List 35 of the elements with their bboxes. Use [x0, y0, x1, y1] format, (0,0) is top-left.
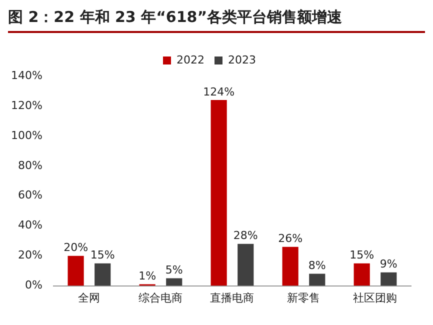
chart-title: 图 2：22 年和 23 年“618”各类平台销售额增速 — [8, 8, 425, 33]
x-tick-label: 社区团购 — [353, 291, 398, 304]
legend-label: 2023 — [228, 53, 256, 66]
bar — [282, 246, 298, 286]
x-tick-label: 直播电商 — [210, 291, 254, 304]
data-label: 20% — [64, 241, 88, 254]
data-label: 1% — [138, 270, 156, 283]
bar — [166, 278, 182, 286]
data-label: 28% — [233, 229, 258, 242]
x-tick-label: 新零售 — [287, 291, 320, 304]
x-tick-label: 全网 — [78, 291, 100, 304]
bar — [210, 100, 227, 286]
y-tick-label: 20% — [18, 248, 42, 262]
y-tick-label: 80% — [18, 158, 42, 172]
y-tick-label: 100% — [10, 128, 42, 142]
y-tick-label: 120% — [10, 98, 42, 112]
data-label: 15% — [90, 248, 115, 262]
data-label: 9% — [380, 258, 398, 271]
bar — [94, 263, 111, 286]
bar — [380, 272, 397, 286]
data-label: 15% — [350, 248, 374, 262]
bar — [68, 256, 84, 286]
y-tick-label: 140% — [10, 68, 42, 82]
legend-label: 2022 — [176, 53, 205, 66]
bar — [238, 244, 254, 286]
bar — [309, 274, 326, 286]
x-tick-label: 综合电商 — [138, 291, 183, 304]
data-label: 8% — [308, 259, 326, 272]
bar — [354, 263, 370, 286]
y-tick-label: 40% — [18, 218, 42, 232]
y-tick-label: 60% — [18, 188, 42, 202]
data-label: 5% — [165, 264, 183, 277]
data-label: 124% — [203, 85, 235, 98]
data-label: 26% — [278, 232, 303, 246]
y-tick-label: 0% — [24, 278, 42, 292]
